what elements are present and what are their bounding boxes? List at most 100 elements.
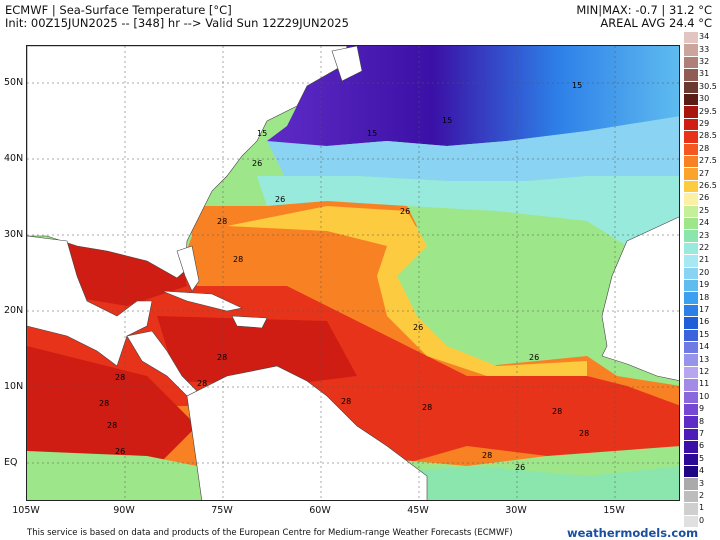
- contour-label: 28: [115, 373, 125, 382]
- colorbar-swatch: [684, 229, 698, 242]
- footer-credit: This service is based on data and produc…: [27, 528, 513, 538]
- colorbar-label: 34: [699, 32, 710, 42]
- mexico: [27, 235, 153, 367]
- colorbar-swatch: [684, 452, 698, 465]
- contour-label: 15: [367, 129, 377, 138]
- colorbar-swatch: [684, 68, 698, 81]
- subtropic-yellow: [227, 206, 587, 376]
- colorbar-label: 17: [699, 305, 710, 314]
- colorbar-swatch: [684, 179, 698, 193]
- south-america: [186, 365, 428, 500]
- colorbar-label: 26.5: [699, 181, 717, 190]
- colorbar-swatch: [684, 328, 698, 341]
- contour-label: 28: [217, 217, 227, 226]
- lon-label: 30W: [505, 505, 527, 516]
- colorbar-label: 29: [699, 119, 710, 128]
- colorbar-label: 4: [699, 466, 705, 476]
- colorbar-label: 13: [699, 354, 710, 364]
- chart-title: ECMWF | Sea-Surface Temperature [°C]: [5, 3, 232, 17]
- colorbar-label: 7: [699, 429, 705, 438]
- lon-label: 105W: [12, 505, 40, 516]
- colorbar-swatch: [684, 130, 698, 143]
- contour-label: 15: [572, 81, 582, 90]
- contour-label: 26: [400, 207, 410, 216]
- colorbar-label: 33: [699, 44, 710, 54]
- colorbar-label: 21: [699, 255, 710, 265]
- cool-band: [267, 116, 679, 181]
- colorbar-label: 14: [699, 342, 710, 352]
- areal-avg-text: AREAL AVG 24.4 °C: [600, 16, 712, 30]
- colorbar-swatch: [684, 55, 698, 69]
- colorbar-label: 1: [699, 503, 705, 513]
- colorbar-label: 22: [699, 243, 710, 252]
- colorbar-label: 6: [699, 441, 705, 451]
- colorbar-label: 20: [699, 267, 710, 277]
- contour-label: 28: [107, 421, 117, 430]
- contour-label: 28: [341, 397, 351, 406]
- contour-label: 15: [257, 129, 267, 138]
- colorbar-label: 28: [699, 143, 710, 153]
- colorbar-label: 25: [699, 205, 710, 215]
- colorbar-swatch: [684, 303, 698, 317]
- colorbar-swatch: [684, 279, 698, 292]
- colorbar-swatch: [684, 93, 698, 106]
- lon-label: 60W: [309, 505, 331, 516]
- colorbar-label: 16: [699, 317, 710, 327]
- colorbar-swatch: [684, 514, 698, 527]
- contour-label: 26: [413, 323, 423, 332]
- contour-label: 28: [579, 429, 589, 438]
- colorbar-label: 28.5: [699, 131, 717, 141]
- contour-label: 28: [482, 451, 492, 460]
- colorbar-swatch: [684, 192, 698, 205]
- colorbar-swatch: [684, 254, 698, 267]
- colorbar-label: 27: [699, 168, 710, 178]
- minmax-text: MIN|MAX: -0.7 | 31.2 °C: [576, 3, 712, 17]
- colorbar-swatch: [684, 365, 698, 379]
- colorbar-label: 30: [699, 94, 710, 104]
- colorbar-swatch: [684, 415, 698, 428]
- caribbean-hot: [157, 316, 357, 386]
- contour-label: 28: [422, 403, 432, 412]
- lat-label: 10N: [4, 381, 24, 392]
- pacific-warm: [27, 346, 197, 466]
- colorbar-swatch: [684, 403, 698, 416]
- colorbar-swatch: [684, 489, 698, 503]
- colorbar-label: 8: [699, 416, 705, 426]
- colorbar-swatch: [684, 155, 698, 168]
- lat-label: EQ: [4, 457, 18, 468]
- colorbar-swatch: [684, 117, 698, 131]
- colorbar-label: 26: [699, 193, 710, 203]
- hispaniola: [231, 315, 268, 329]
- contour-label: 26: [275, 195, 285, 204]
- contour-label: 28: [217, 353, 227, 362]
- colorbar-label: 29.5: [699, 106, 717, 116]
- graticule: [27, 46, 679, 500]
- lat-label: 40N: [4, 153, 24, 164]
- colorbar-swatch: [684, 31, 698, 44]
- mild-band: [257, 176, 679, 246]
- colorbar-label: 31: [699, 69, 710, 79]
- colorbar-label: 32: [699, 57, 710, 66]
- init-valid-text: Init: 00Z15JUN2025 -- [348] hr --> Valid…: [5, 16, 349, 30]
- colorbar-swatch: [684, 80, 698, 93]
- lon-label: 15W: [603, 505, 625, 516]
- contour-label: 28: [99, 399, 109, 408]
- brand-link[interactable]: weathermodels.com: [567, 526, 699, 540]
- colorbar-swatch: [684, 266, 698, 279]
- lon-label: 90W: [113, 505, 135, 516]
- colorbar-swatch: [684, 341, 698, 354]
- colorbar-label: 27.5: [699, 156, 717, 166]
- africa: [601, 216, 679, 381]
- colorbar-swatch: [684, 440, 698, 453]
- colorbar-label: 23: [699, 230, 710, 240]
- colorbar-label: 11: [699, 379, 710, 389]
- colorbar-swatch: [684, 241, 698, 255]
- colorbar-swatch: [684, 204, 698, 217]
- contour-label: 28: [552, 407, 562, 416]
- lon-label: 45W: [407, 505, 429, 516]
- contour-label: 26: [252, 159, 262, 168]
- contour-label: 28: [197, 379, 207, 388]
- colorbar-swatch: [684, 291, 698, 304]
- florida: [176, 245, 200, 292]
- newfoundland: [331, 46, 363, 82]
